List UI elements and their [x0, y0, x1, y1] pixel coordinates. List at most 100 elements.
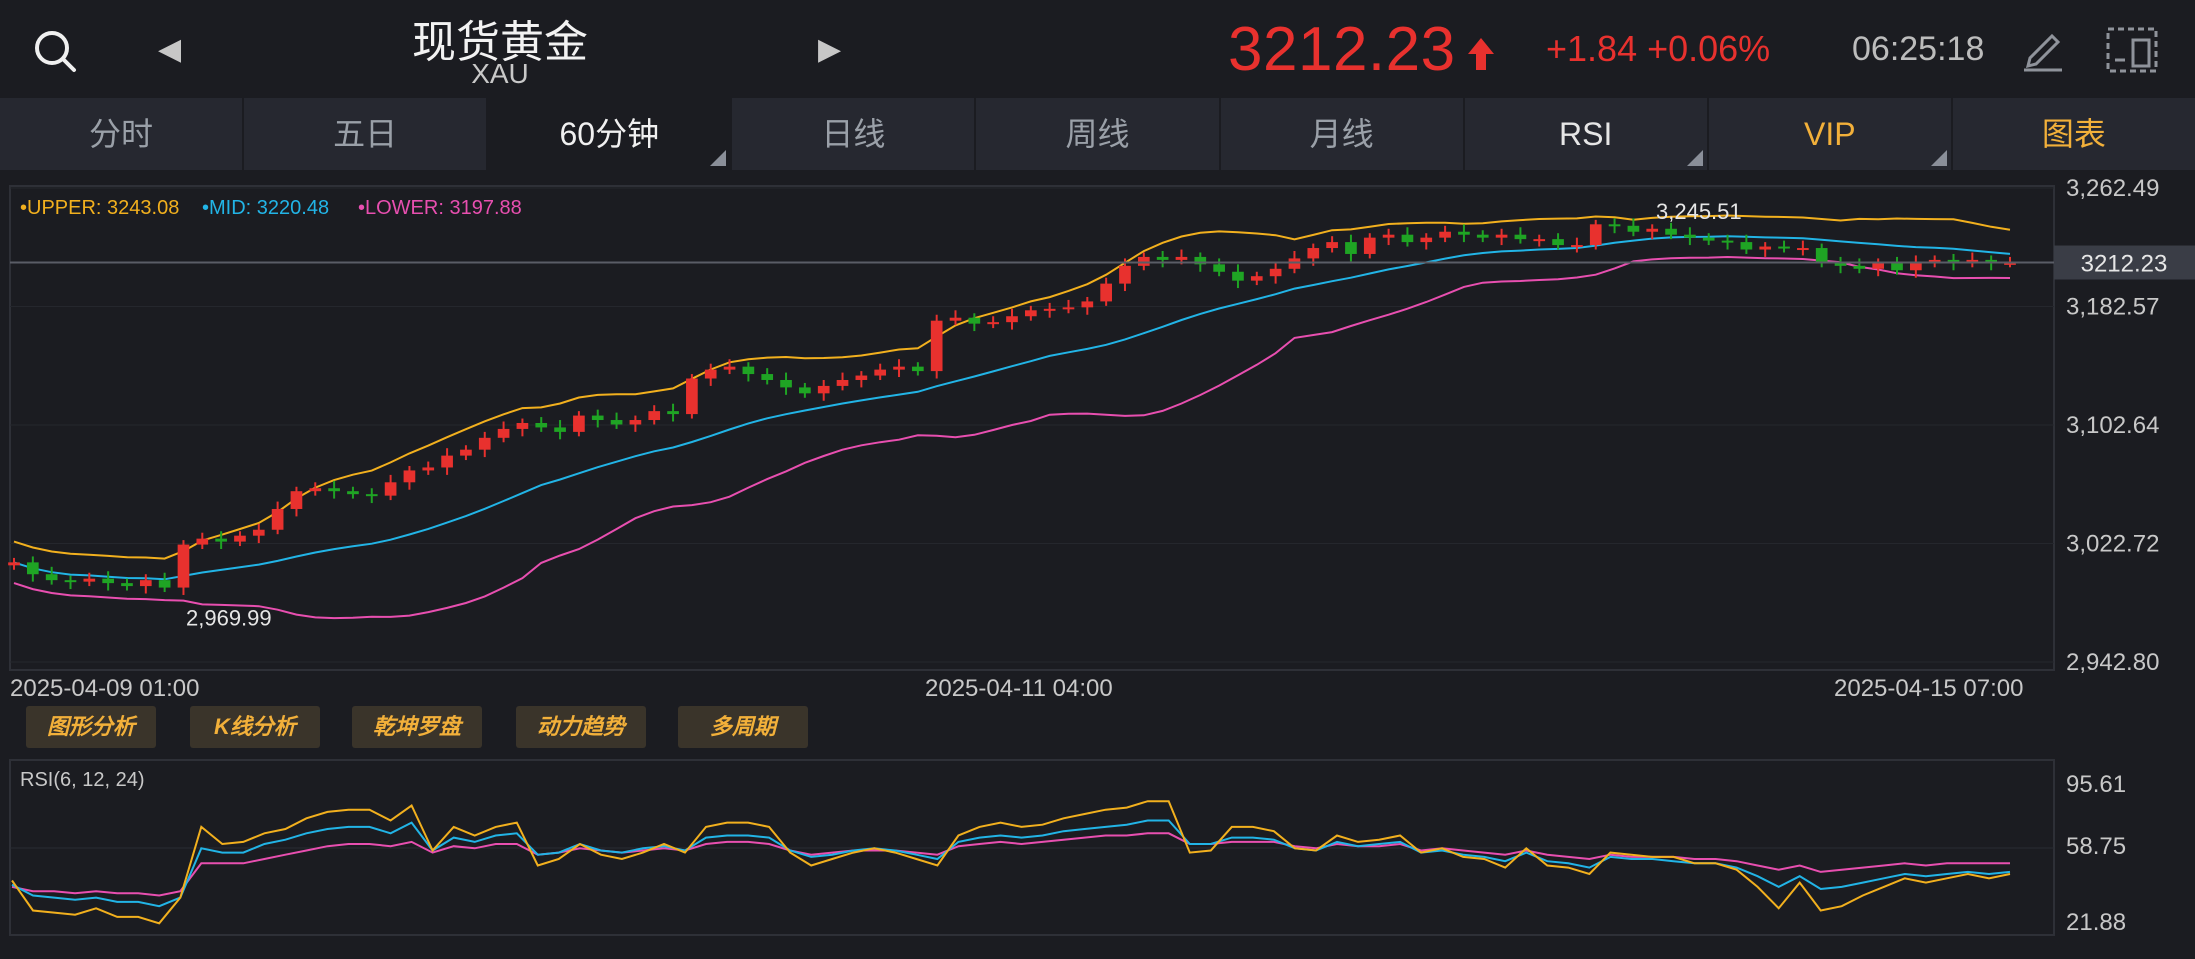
candle — [1119, 265, 1131, 284]
candle — [1232, 271, 1244, 281]
candle — [573, 415, 585, 432]
candle — [234, 535, 246, 542]
candle — [1533, 239, 1546, 242]
rsi6-line — [11, 800, 2011, 925]
multi-period-button[interactable]: 多周期 — [678, 706, 808, 748]
grid-lines — [10, 187, 2054, 663]
momentum-button[interactable]: 动力趋势 — [516, 706, 646, 748]
candle — [1646, 228, 1659, 232]
candle — [1194, 256, 1207, 265]
y-tick-label: 2,942.80 — [2066, 649, 2159, 676]
candle — [102, 578, 114, 584]
chevron-right-icon[interactable]: ▶ — [818, 33, 842, 66]
candle — [836, 379, 849, 386]
high-annotation: 3,245.51 — [1656, 199, 1742, 224]
candle — [365, 494, 378, 497]
candle — [949, 317, 962, 321]
candle — [271, 508, 284, 530]
rsi-y-tick: 95.61 — [2066, 771, 2126, 798]
candle — [1458, 231, 1470, 235]
quote-time: 06:25:18 — [1852, 30, 1985, 68]
candle — [1684, 234, 1696, 238]
rsi-y-tick: 58.75 — [2066, 833, 2126, 860]
candle — [45, 574, 58, 581]
candle — [1740, 242, 1753, 250]
kline-analysis-button[interactable]: K线分析 — [190, 706, 320, 748]
candle — [912, 366, 924, 372]
mid-band-line — [13, 235, 2011, 581]
candle — [1721, 240, 1734, 243]
candle — [1326, 242, 1338, 249]
instrument-title: 现货黄金 — [412, 18, 588, 67]
rsi-chart[interactable]: RSI(6, 12, 24) 95.61 58.75 21.88 — [0, 756, 2195, 959]
tab-daily[interactable]: 日线 — [732, 98, 977, 170]
tab-five-day[interactable]: 五日 — [244, 98, 489, 170]
tab-60min[interactable]: 60分钟 — [488, 98, 733, 170]
candle — [799, 387, 811, 394]
layout-icon[interactable] — [2105, 26, 2159, 74]
candle — [497, 428, 510, 438]
pattern-analysis-button[interactable]: 图形分析 — [26, 706, 156, 748]
candle — [215, 538, 227, 542]
candle — [478, 437, 491, 450]
candle — [629, 420, 642, 425]
candle — [930, 320, 943, 372]
candle — [328, 488, 340, 492]
tab-chart[interactable]: 图表 — [1953, 98, 2195, 170]
pen-icon[interactable] — [2020, 28, 2066, 74]
candle — [1420, 237, 1433, 243]
candle — [780, 379, 792, 388]
legend-upper: •UPPER: 3243.08 — [20, 197, 179, 219]
candle — [1439, 231, 1451, 238]
period-tabs: 分时 五日 60分钟 日线 周线 月线 RSI VIP 图表 — [0, 98, 2195, 170]
candle — [704, 369, 717, 379]
candlestick-chart[interactable]: 3212.23 •UPPER: 3243.08 •MID: 3220.48 •L… — [0, 170, 2195, 710]
x-tick-label: 2025-04-15 07:00 — [1834, 675, 2024, 702]
candle — [516, 422, 529, 429]
candle — [554, 427, 566, 432]
candle — [26, 562, 39, 575]
dropdown-corner-icon — [710, 150, 727, 166]
candle — [855, 375, 868, 380]
tab-label: VIP — [1804, 116, 1856, 152]
tab-rsi[interactable]: RSI — [1465, 98, 1709, 170]
legend-mid: •MID: 3220.48 — [202, 197, 329, 219]
chevron-left-icon[interactable]: ◀ — [158, 33, 182, 66]
candle — [1928, 259, 1941, 263]
candle — [1571, 245, 1583, 248]
header-bar: ◀ 现货黄金 XAU ▶ 3212.23 +1.84 +0.06% 06:25:… — [0, 0, 2195, 98]
candle — [987, 322, 1000, 325]
y-tick-label: 3,182.57 — [2066, 293, 2159, 320]
tab-vip[interactable]: VIP — [1709, 98, 1953, 170]
rsi-lines — [11, 800, 2011, 925]
plot-frame — [9, 185, 2055, 671]
candle — [1514, 234, 1527, 240]
candle — [1382, 234, 1395, 238]
candle — [1552, 239, 1564, 246]
tab-weekly[interactable]: 周线 — [976, 98, 1221, 170]
compass-button[interactable]: 乾坤罗盘 — [352, 706, 482, 748]
rsi12-line — [11, 819, 2011, 908]
candle — [1213, 264, 1225, 272]
candle — [1288, 258, 1301, 269]
candle — [1608, 224, 1621, 227]
tab-intraday[interactable]: 分时 — [0, 98, 245, 170]
candle — [667, 411, 679, 415]
x-tick-label: 2025-04-11 04:00 — [925, 675, 1113, 702]
candle — [422, 467, 435, 471]
candle — [1043, 308, 1056, 311]
tab-label: 周线 — [1065, 116, 1130, 152]
candle — [290, 491, 303, 509]
candle — [1702, 237, 1715, 241]
candle — [384, 482, 397, 496]
candle — [196, 538, 209, 545]
x-tick-label: 2025-04-09 01:00 — [10, 675, 200, 702]
candle — [591, 415, 604, 421]
candle — [1759, 246, 1772, 250]
instrument-code: XAU — [471, 58, 529, 89]
candle — [1665, 228, 1677, 235]
legend-lower: •LOWER: 3197.88 — [358, 197, 522, 219]
candle — [1345, 242, 1357, 254]
search-icon[interactable] — [30, 26, 80, 76]
tab-monthly[interactable]: 月线 — [1221, 98, 1465, 170]
